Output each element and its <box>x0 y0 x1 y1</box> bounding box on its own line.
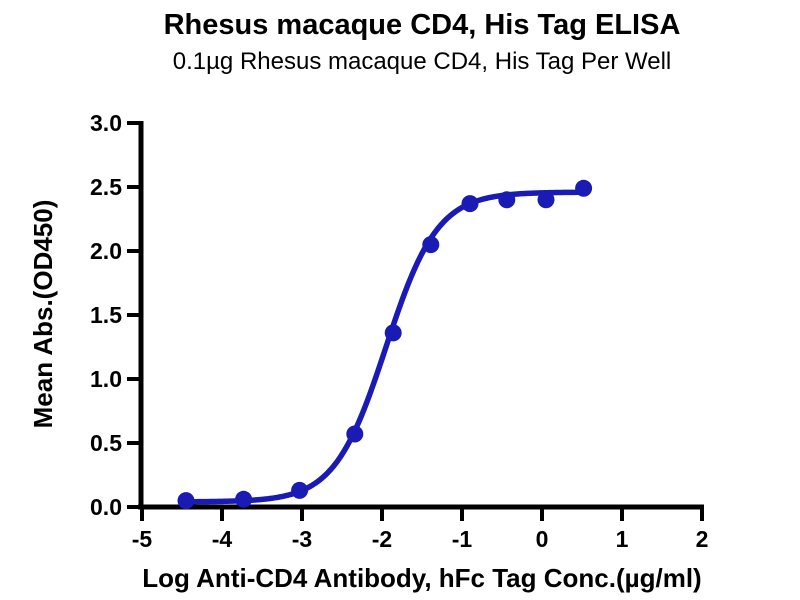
x-axis-label: Log Anti-CD4 Antibody, hFc Tag Conc.(µg/… <box>142 563 701 593</box>
data-point <box>177 492 195 510</box>
data-point <box>346 425 364 443</box>
y-tick-label: 3.0 <box>90 110 122 136</box>
data-point <box>422 236 440 254</box>
data-point <box>384 324 402 342</box>
y-tick-label: 2.0 <box>90 238 122 264</box>
data-point <box>235 490 253 508</box>
x-tick-label: -5 <box>132 526 153 552</box>
x-tick-label: 1 <box>616 526 629 552</box>
dose-response-curve <box>183 189 586 505</box>
fit-curve-path <box>183 189 586 505</box>
y-tick-label: 2.5 <box>90 174 122 200</box>
axes <box>138 121 704 510</box>
chart-title: Rhesus macaque CD4, His Tag ELISA <box>164 9 681 41</box>
data-point <box>537 191 555 209</box>
data-point <box>575 179 593 197</box>
data-point <box>498 191 516 209</box>
y-tick-label: 0.5 <box>90 430 122 456</box>
x-tick-label: -4 <box>212 526 233 552</box>
data-point <box>461 195 479 213</box>
y-tick-label: 1.0 <box>90 366 122 392</box>
axis-ticks <box>127 121 704 521</box>
y-axis-label: Mean Abs.(OD450) <box>28 200 58 429</box>
y-tick-label: 0.0 <box>90 494 122 520</box>
x-tick-label: 2 <box>696 526 709 552</box>
data-points <box>177 179 593 510</box>
x-tick-label: 0 <box>536 526 549 552</box>
x-tick-label: -3 <box>292 526 312 552</box>
chart-subtitle: 0.1µg Rhesus macaque CD4, His Tag Per We… <box>173 48 672 75</box>
x-tick-label: -2 <box>372 526 392 552</box>
x-tick-label: -1 <box>452 526 473 552</box>
y-tick-label: 1.5 <box>90 302 122 328</box>
tick-labels: -5 -4 -3 -2 -1 0 1 2 0.0 0.5 1.0 1.5 2.0 2.5 3.0 <box>90 110 708 552</box>
data-point <box>291 481 309 499</box>
